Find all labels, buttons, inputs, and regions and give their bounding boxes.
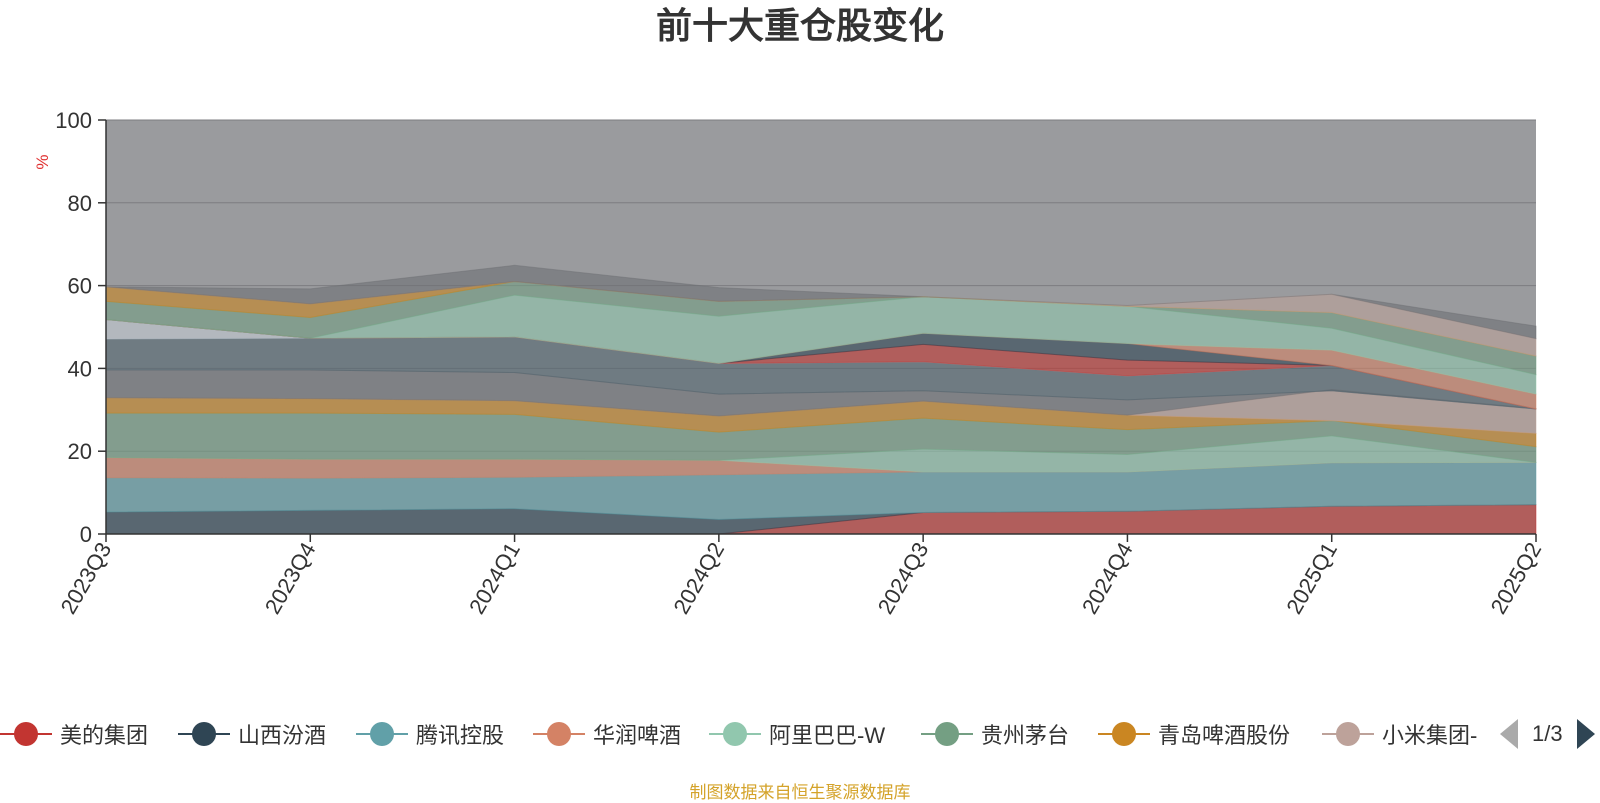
x-tick-label: 2024Q3	[873, 538, 934, 618]
legend-item[interactable]: 青岛啤酒股份	[1098, 712, 1290, 756]
legend-label: 小米集团-	[1382, 723, 1478, 748]
legend-marker-icon	[709, 722, 761, 746]
legend-item[interactable]: 腾讯控股	[356, 712, 504, 756]
legend-item[interactable]: 华润啤酒	[533, 712, 681, 756]
stacked-area-chart: 0 20 40 60 80 100 2023Q3 2023Q4 2024Q1 2024Q2 2024…	[33, 108, 1547, 618]
x-tick-label: 2024Q4	[1077, 538, 1138, 618]
legend-item[interactable]: 贵州茅台	[921, 712, 1069, 756]
extra-area-11	[105, 264, 1537, 340]
legend-label: 腾讯控股	[416, 723, 505, 748]
y-axis-unit-label: %	[33, 154, 52, 169]
legend-label: 华润啤酒	[593, 723, 682, 748]
legend-marker-icon	[0, 722, 52, 746]
legend-marker-icon	[178, 722, 230, 746]
legend-pager: 1/3	[1500, 716, 1595, 752]
legend-label: 美的集团	[60, 723, 149, 748]
y-tick-label: 100	[55, 108, 92, 133]
legend-prev-page-icon[interactable]	[1500, 719, 1518, 749]
source-note: 制图数据来自恒生聚源数据库	[689, 783, 911, 802]
legend-item[interactable]: 山西汾酒	[178, 712, 326, 756]
x-tick-label: 2025Q1	[1281, 538, 1342, 618]
x-tick-label: 2023Q4	[260, 538, 321, 618]
legend-next-page-icon[interactable]	[1576, 719, 1595, 749]
legend-page-indicator: 1/3	[1532, 721, 1563, 746]
y-tick-label: 40	[68, 356, 92, 381]
legend-item[interactable]: 阿里巴巴-W	[709, 712, 885, 756]
legend-item[interactable]: 美的集团	[0, 712, 148, 756]
legend-marker-icon	[1098, 722, 1150, 746]
legend-label: 山西汾酒	[238, 723, 327, 748]
legend-label: 青岛啤酒股份	[1158, 723, 1291, 748]
x-tick-label: 2024Q1	[464, 538, 525, 618]
y-tick-label: 20	[68, 439, 92, 464]
x-tick-label: 2023Q3	[56, 538, 117, 618]
legend-label: 阿里巴巴-W	[769, 723, 886, 748]
legend-item[interactable]: 小米集团-	[1322, 712, 1477, 756]
legend-marker-icon	[921, 722, 973, 746]
x-tick-label: 2025Q2	[1486, 538, 1547, 618]
x-tick-label: 2024Q2	[668, 538, 729, 618]
legend-label: 贵州茅台	[981, 723, 1070, 748]
legend-marker-icon	[1322, 722, 1374, 746]
y-tick-label: 0	[80, 522, 92, 547]
legend: 美的集团 山西汾酒 腾讯控股 华润啤酒 阿里巴巴-W 贵州茅台 青岛啤酒股份 小米集团-	[0, 712, 1600, 756]
legend-marker-icon	[533, 722, 585, 746]
legend-marker-icon	[356, 722, 408, 746]
y-tick-label: 80	[68, 191, 92, 216]
area-layer	[105, 264, 1537, 535]
y-tick-label: 60	[68, 274, 92, 299]
chart-title: 前十大重仓股变化	[655, 5, 944, 46]
